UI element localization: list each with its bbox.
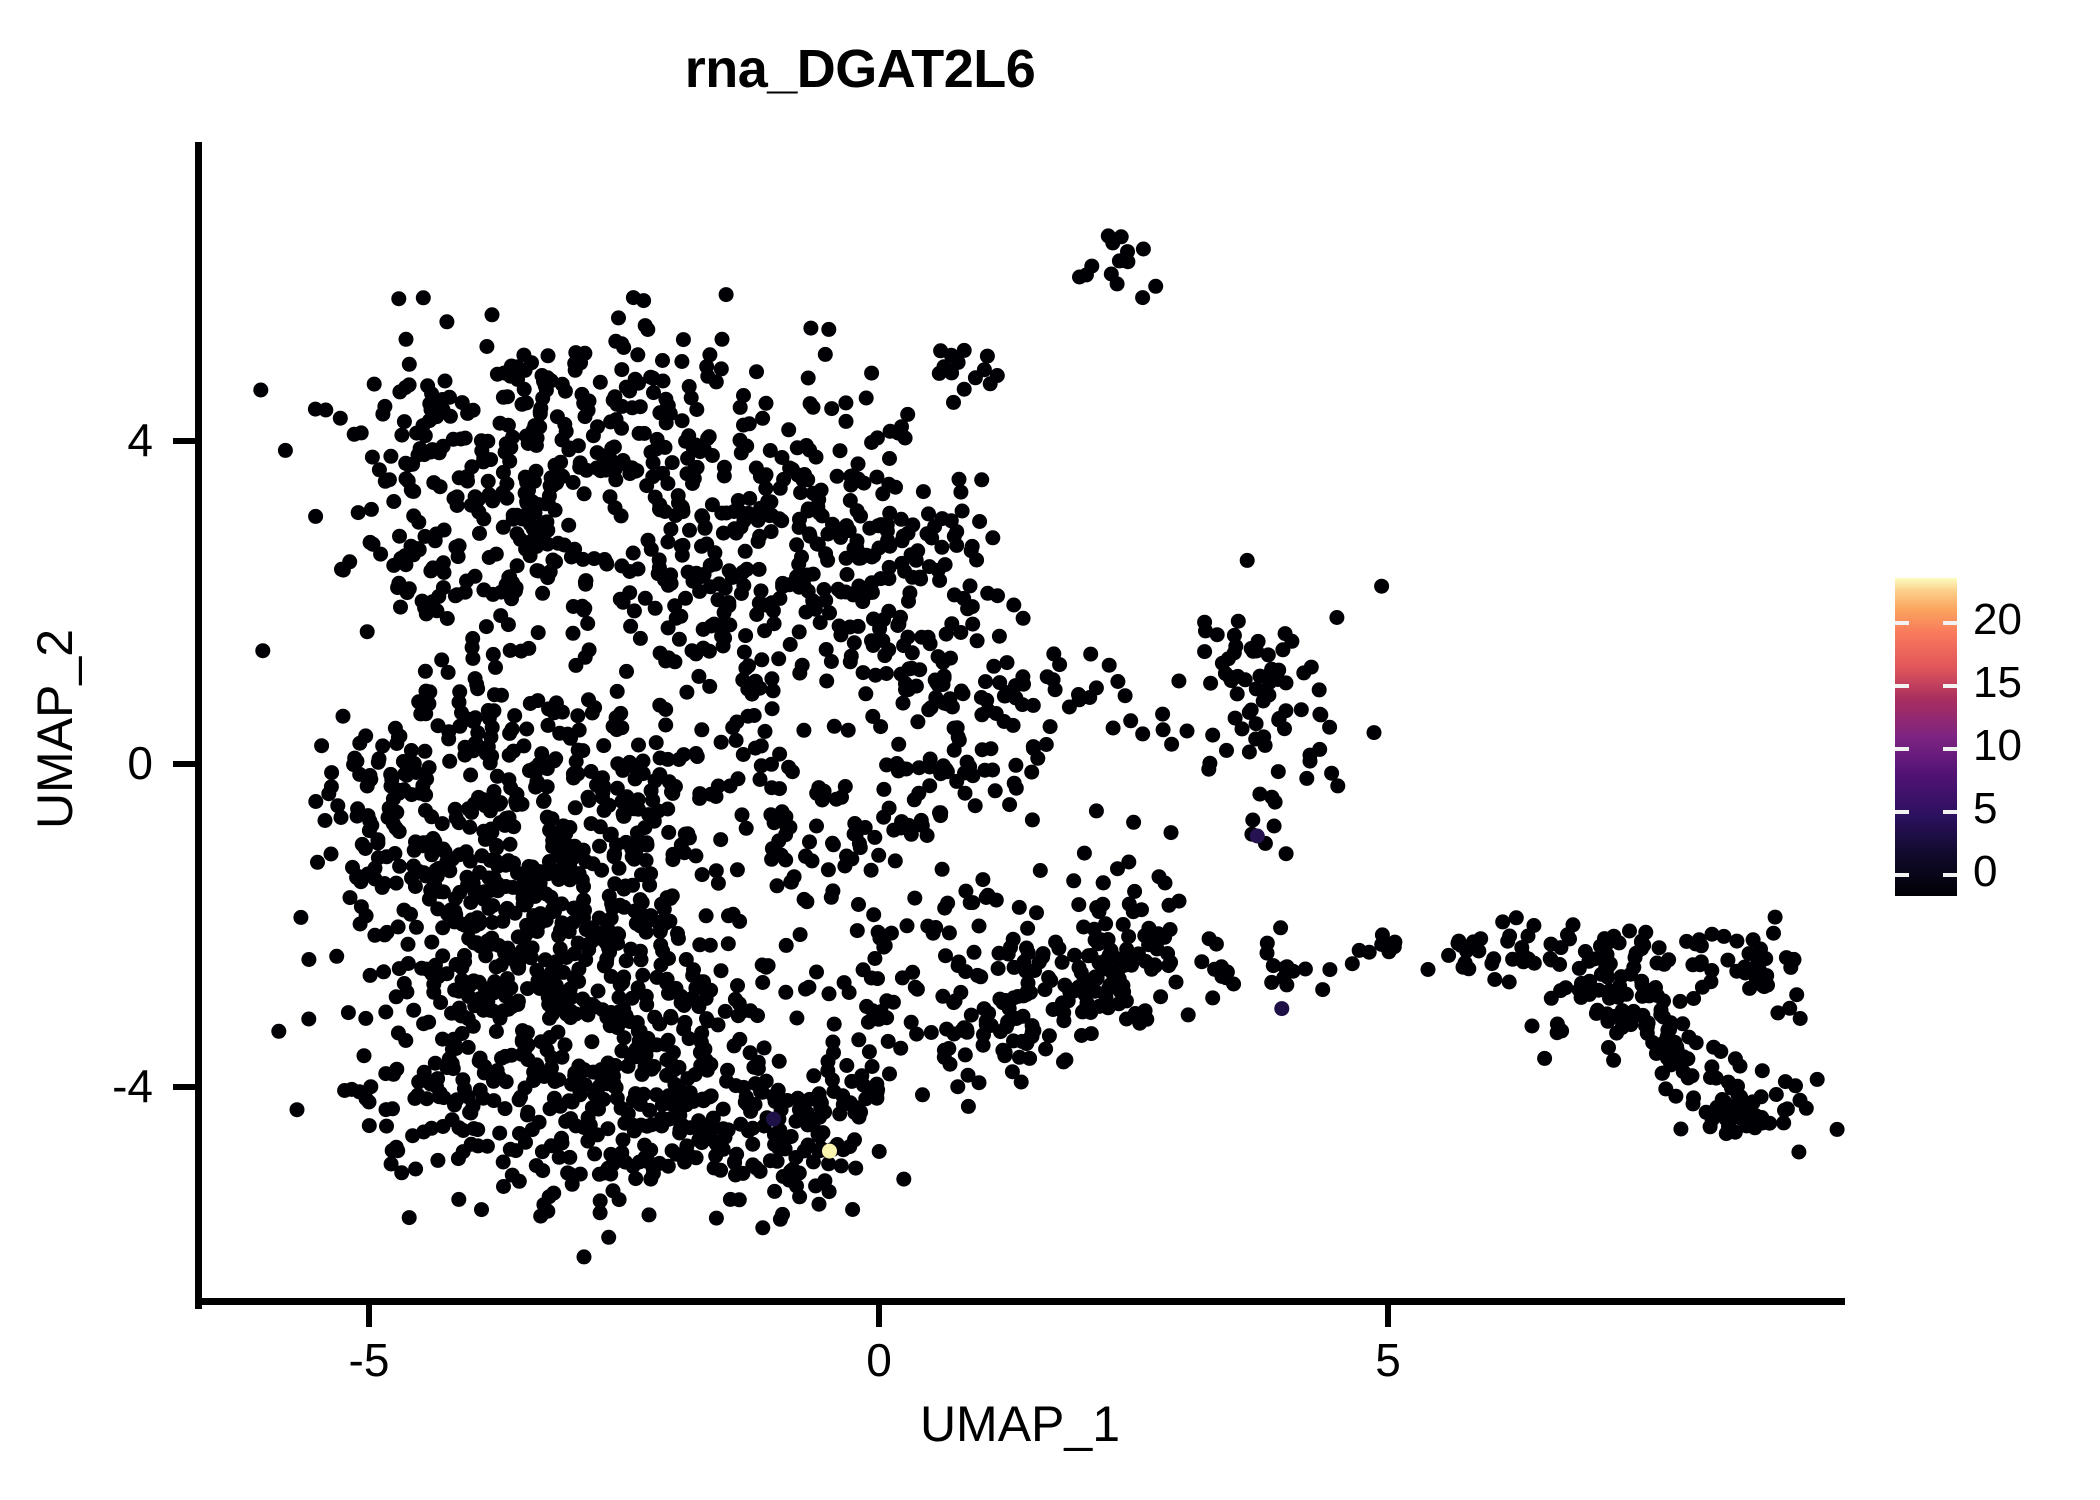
page-title: rna_DGAT2L6 (684, 39, 1036, 99)
x-ticklabel-neg5: -5 (348, 1334, 390, 1386)
x-ticklabel-0: 0 (866, 1334, 892, 1386)
y-tick-0 (173, 761, 195, 767)
highlighted-point (766, 1111, 781, 1127)
y-ticklabel-0: 0 (127, 737, 153, 789)
colorbar-label-20: 20 (1973, 595, 2022, 644)
colorbar-tick-20-left (1895, 621, 1909, 625)
highlighted-point (1274, 1001, 1290, 1017)
x-ticklabel-5: 5 (1375, 1334, 1401, 1386)
colorbar-label-15: 15 (1973, 658, 2022, 707)
colorbar-label-10: 10 (1973, 721, 2022, 770)
scatter-panel (195, 142, 1845, 1303)
colorbar-tick-0-right (1943, 873, 1957, 877)
y-tick-4 (173, 438, 195, 444)
colorbar-tick-10-left (1895, 747, 1909, 751)
colorbar-tick-15-right (1943, 684, 1957, 688)
colorbar-tick-5-right (1943, 810, 1957, 814)
x-axis-line (195, 1298, 1845, 1305)
y-axis-title: UMAP_2 (27, 628, 83, 830)
x-tick-5 (1385, 1305, 1391, 1327)
highlighted-point (822, 1143, 837, 1159)
colorbar-label-5: 5 (1973, 784, 1998, 833)
y-axis-line (195, 142, 202, 1309)
colorbar-tick-5-left (1895, 810, 1909, 814)
colorbar-legend: 20 15 10 5 0 (1895, 578, 2065, 908)
colorbar-gradient (1895, 578, 1957, 896)
highlighted-point (1249, 828, 1265, 844)
x-tick-neg5 (366, 1305, 372, 1327)
colorbar-label-0: 0 (1973, 847, 1998, 896)
y-ticklabel-4: 4 (127, 414, 153, 466)
x-tick-0 (876, 1305, 882, 1327)
colorbar-tick-10-right (1943, 747, 1957, 751)
colorbar-tick-20-right (1943, 621, 1957, 625)
colorbar-tick-0-left (1895, 873, 1909, 877)
y-tick-neg4 (173, 1084, 195, 1090)
y-ticklabel-neg4: -4 (112, 1060, 153, 1112)
colorbar-tick-15-left (1895, 684, 1909, 688)
x-axis-title: UMAP_1 (919, 1396, 1121, 1452)
scatter-points-layer (253, 228, 1845, 1265)
